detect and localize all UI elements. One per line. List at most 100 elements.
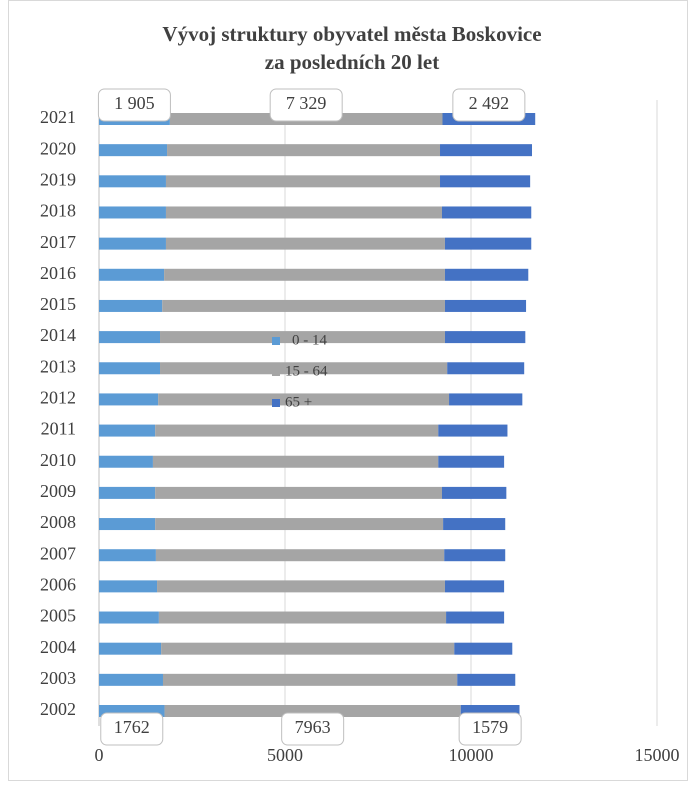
- y-tick-label: 2005: [40, 606, 76, 626]
- bar-segment: [165, 206, 442, 219]
- bar-segment: [165, 237, 445, 250]
- bar-segment: [99, 611, 159, 624]
- bar-segment: [161, 642, 455, 655]
- y-tick-label: 2020: [40, 138, 76, 158]
- data-label-box: [100, 712, 164, 746]
- legend-label: 15 - 64: [285, 363, 328, 379]
- bar-segment: [438, 455, 505, 468]
- data-label: 7 329: [286, 93, 327, 113]
- bar-segment: [444, 237, 532, 250]
- bar-segment: [99, 393, 159, 406]
- x-tick-label: 5000: [267, 745, 303, 765]
- bar-segment: [444, 299, 527, 312]
- y-tick-label: 2019: [40, 169, 76, 189]
- data-label: 1 905: [114, 93, 155, 113]
- y-tick-label: 2011: [41, 419, 76, 439]
- bar-segment: [164, 268, 445, 281]
- data-label: 1762: [114, 717, 150, 737]
- y-tick-label: 2015: [40, 294, 76, 314]
- bar-segment: [99, 673, 163, 686]
- y-tick-label: 2006: [40, 574, 76, 594]
- bar-segment: [441, 486, 507, 499]
- y-tick-label: 2012: [40, 388, 76, 408]
- bar-segment: [449, 393, 523, 406]
- bar-segment: [155, 549, 445, 562]
- data-label-box: [97, 88, 171, 122]
- y-tick-label: 2010: [40, 450, 76, 470]
- y-tick-label: 2021: [40, 107, 76, 127]
- y-tick-label: 2009: [40, 481, 76, 501]
- data-label: 7963: [295, 717, 331, 737]
- x-tick-label: 10000: [449, 745, 494, 765]
- bar-segment: [157, 580, 445, 593]
- y-tick-label: 2013: [40, 356, 76, 376]
- bar-segment: [99, 268, 165, 281]
- bar-segment: [162, 299, 445, 312]
- x-tick-label: 15000: [635, 745, 680, 765]
- bar-segment: [446, 611, 505, 624]
- bar-segment: [444, 268, 529, 281]
- bar-segment: [99, 144, 168, 157]
- x-tick-label: 0: [95, 745, 104, 765]
- bar-segment: [155, 486, 442, 499]
- bar-segment: [440, 144, 533, 157]
- bar-segment: [99, 455, 153, 468]
- bar-segment: [160, 331, 445, 344]
- y-tick-label: 2007: [40, 543, 76, 563]
- y-tick-label: 2018: [40, 201, 76, 221]
- data-label-box: [281, 712, 345, 746]
- bar-segment: [444, 331, 526, 344]
- data-label-box: [452, 88, 526, 122]
- bar-segment: [99, 237, 166, 250]
- bar-segment: [438, 424, 508, 437]
- bar-segment: [162, 673, 458, 686]
- bar-segment: [99, 642, 162, 655]
- bar-segment: [155, 424, 439, 437]
- bar-segment: [444, 580, 505, 593]
- chart-title: Vývoj struktury obyvatel města Boskovice: [162, 22, 541, 46]
- bar-segment: [99, 424, 156, 437]
- bar-segment: [454, 642, 513, 655]
- legend-label: 0 - 14: [292, 332, 327, 348]
- bar-segment: [447, 362, 525, 375]
- bar-segment: [155, 518, 444, 531]
- y-tick-label: 2017: [40, 232, 76, 252]
- data-label-box: [458, 712, 522, 746]
- bar-segment: [158, 611, 447, 624]
- legend-swatch: [272, 368, 280, 376]
- y-tick-label: 2014: [40, 325, 76, 345]
- bar-segment: [99, 486, 156, 499]
- bar-segment: [158, 393, 450, 406]
- bar-segment: [167, 144, 441, 157]
- legend-label: 65 +: [285, 394, 312, 410]
- y-tick-label: 2016: [40, 263, 76, 283]
- bar-segment: [99, 580, 158, 593]
- bar-segment: [99, 206, 166, 219]
- y-tick-label: 2004: [40, 637, 76, 657]
- chart-subtitle: za posledních 20 let: [265, 50, 439, 74]
- data-label: 1579: [472, 717, 508, 737]
- bar-segment: [164, 705, 461, 717]
- bar-segment: [444, 549, 506, 562]
- y-tick-label: 2008: [40, 512, 76, 532]
- bar-segment: [99, 518, 156, 531]
- bar-segment: [160, 362, 448, 375]
- bar-segment: [440, 175, 531, 188]
- bar-segment: [443, 518, 506, 531]
- bar-segment: [99, 331, 161, 344]
- bar-segment: [99, 549, 156, 562]
- legend-swatch: [272, 337, 280, 345]
- bar-segment: [441, 206, 532, 219]
- bar-segment: [152, 455, 439, 468]
- bar-segment: [165, 175, 441, 188]
- data-label-box: [269, 88, 343, 122]
- y-tick-label: 2003: [40, 668, 76, 688]
- bar-segment: [99, 175, 166, 188]
- legend-swatch: [272, 399, 280, 407]
- bar-segment: [99, 362, 161, 375]
- data-label: 2 492: [469, 93, 510, 113]
- y-tick-label: 2002: [40, 699, 76, 719]
- bar-segment: [99, 299, 163, 312]
- bar-segment: [457, 673, 516, 686]
